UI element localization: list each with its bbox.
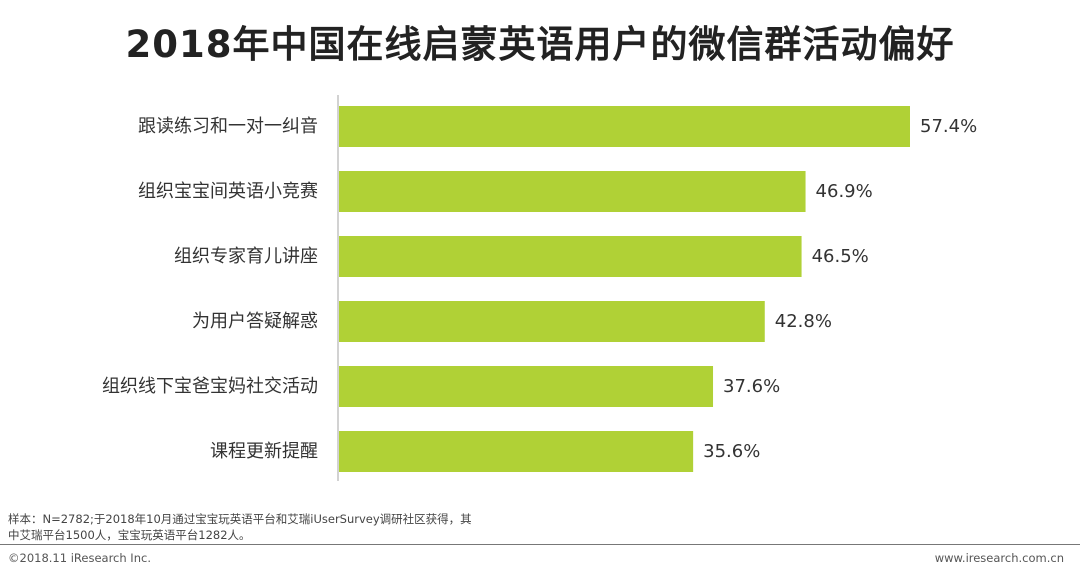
value-label-4: 42.8% (775, 311, 832, 332)
bar-2 (339, 171, 806, 212)
category-label-6: 课程更新提醒 (210, 441, 318, 462)
value-label-1: 57.4% (920, 116, 977, 137)
category-label-1: 跟读练习和一对一纠音 (138, 116, 318, 137)
bar-chart: 跟读练习和一对一纠音 57.4% 组织宝宝间英语小竞赛 46.9% 组织专家育儿讲座 46… (102, 95, 977, 481)
sample-note-line-1: 样本：N=2782;于2018年10月通过宝宝玩英语平台和艾瑞iUserSurv… (8, 512, 472, 526)
bar-1 (339, 106, 910, 147)
value-label-5: 37.6% (723, 376, 780, 397)
copyright-text: ©2018.11 iResearch Inc. (8, 551, 151, 565)
website-text: www.iresearch.com.cn (934, 551, 1064, 565)
sample-note-line-2: 中艾瑞平台1500人，宝宝玩英语平台1282人。 (8, 528, 251, 542)
value-label-6: 35.6% (703, 441, 760, 462)
bar-5 (339, 366, 714, 407)
value-label-3: 46.5% (812, 246, 869, 267)
category-label-3: 组织专家育儿讲座 (174, 246, 318, 267)
footer-divider (0, 544, 1080, 545)
value-label-2: 46.9% (816, 181, 873, 202)
chart-title: 2018年中国在线启蒙英语用户的微信群活动偏好 (125, 23, 955, 66)
bar-3 (339, 236, 802, 277)
sample-note: 样本：N=2782;于2018年10月通过宝宝玩英语平台和艾瑞iUserSurv… (8, 511, 472, 543)
category-label-5: 组织线下宝爸宝妈社交活动 (102, 376, 318, 397)
bar-6 (339, 431, 694, 472)
category-label-4: 为用户答疑解惑 (192, 311, 318, 332)
category-label-2: 组织宝宝间英语小竞赛 (138, 181, 318, 202)
bar-4 (339, 301, 765, 342)
bars-group: 跟读练习和一对一纠音 57.4% 组织宝宝间英语小竞赛 46.9% 组织专家育儿讲座 46… (102, 106, 977, 472)
